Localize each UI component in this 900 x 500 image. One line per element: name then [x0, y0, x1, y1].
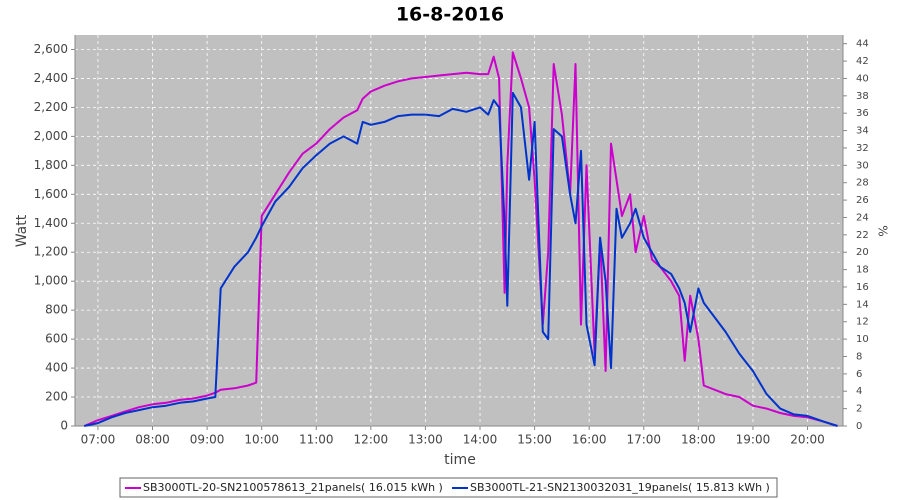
x-axis-label: time: [444, 452, 476, 468]
plot-area: [75, 35, 843, 426]
y2-tick-label: 10: [856, 334, 869, 345]
y2-tick-label: 26: [856, 195, 869, 206]
x-tick-label: 14:00: [463, 433, 498, 447]
y-tick-label: 200: [45, 390, 68, 404]
x-tick-label: 19:00: [736, 433, 771, 447]
y-tick-label: 0: [60, 419, 68, 433]
y-tick-label: 1,800: [34, 158, 68, 172]
y-tick-label: 1,400: [34, 216, 68, 230]
y2-tick-label: 38: [856, 91, 869, 102]
y-tick-label: 400: [45, 361, 68, 375]
legend-label: SB3000TL-20-SN2100578613_21panels( 16.01…: [143, 481, 443, 494]
x-tick-label: 09:00: [190, 433, 225, 447]
x-tick-label: 18:00: [681, 433, 716, 447]
series-line: [84, 91, 838, 427]
y-tick-label: 1,000: [34, 274, 68, 288]
y2-tick-label: 24: [856, 212, 869, 223]
y-tick-label: 1,200: [34, 245, 68, 259]
x-tick-label: 20:00: [790, 433, 825, 447]
y2-tick-label: 44: [856, 39, 869, 50]
y2-tick-label: 8: [856, 351, 862, 362]
y-tick-label: 2,200: [34, 100, 68, 114]
x-tick-label: 07:00: [81, 433, 116, 447]
y2-tick-label: 42: [856, 56, 869, 67]
y2-tick-label: 12: [856, 317, 869, 328]
y-tick-label: 2,000: [34, 129, 68, 143]
legend-label: SB3000TL-21-SN2130032031_19panels( 15.81…: [470, 481, 770, 494]
y2-tick-label: 32: [856, 143, 869, 154]
y-tick-label: 800: [45, 303, 68, 317]
y2-tick-label: 40: [856, 73, 869, 84]
x-tick-label: 16:00: [572, 433, 607, 447]
x-tick-label: 13:00: [408, 433, 443, 447]
y-tick-label: 1,600: [34, 187, 68, 201]
chart-title: 16-8-2016: [396, 4, 504, 26]
y2-tick-label: 4: [856, 386, 862, 397]
y-axis-label: Watt: [14, 214, 30, 247]
y2-tick-label: 34: [856, 126, 869, 137]
x-tick-label: 08:00: [135, 433, 170, 447]
x-tick-label: 12:00: [354, 433, 389, 447]
y2-tick-label: 18: [856, 265, 869, 276]
y2-tick-label: 28: [856, 178, 869, 189]
y2-tick-label: 0: [856, 421, 862, 432]
y-tick-label: 600: [45, 332, 68, 346]
x-tick-label: 11:00: [299, 433, 334, 447]
y-tick-label: 2,400: [34, 71, 68, 85]
y2-tick-label: 22: [856, 230, 869, 241]
x-tick-label: 17:00: [626, 433, 661, 447]
x-tick-label: 15:00: [517, 433, 552, 447]
y2-tick-label: 36: [856, 108, 869, 119]
y2-tick-label: 16: [856, 282, 869, 293]
y2-tick-label: 20: [856, 247, 869, 258]
y2-axis-label: %: [876, 225, 890, 236]
series-line: [83, 51, 838, 427]
x-tick-label: 10:00: [244, 433, 279, 447]
y2-tick-label: 14: [856, 299, 869, 310]
y2-tick-label: 6: [856, 369, 862, 380]
y2-tick-label: 30: [856, 160, 869, 171]
legend-box: [119, 477, 778, 498]
y2-tick-label: 2: [856, 404, 862, 415]
y-tick-label: 2,600: [34, 42, 68, 56]
